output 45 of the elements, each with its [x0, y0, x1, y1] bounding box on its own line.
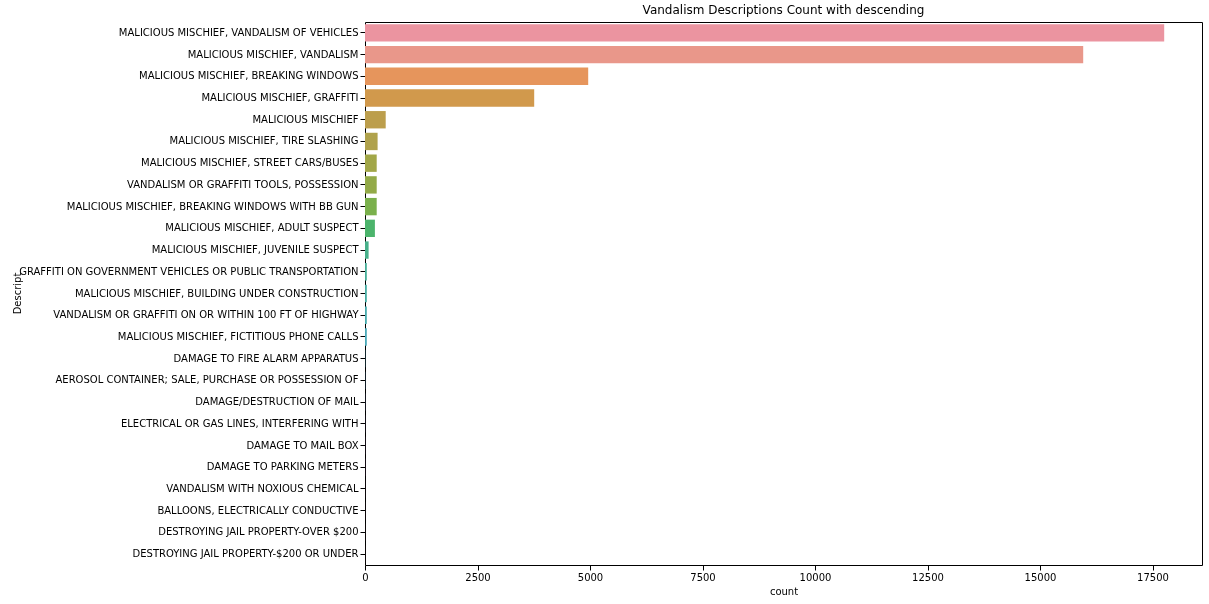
bar [365, 67, 589, 85]
bar [365, 45, 1084, 64]
y-tick-label: DAMAGE TO MAIL BOX [246, 439, 359, 451]
y-tick-label: DAMAGE TO PARKING METERS [206, 461, 359, 473]
x-tick-label: 12500 [912, 571, 944, 583]
y-tick-label: MALICIOUS MISCHIEF, STREET CARS/BUSES [141, 157, 359, 169]
bar [365, 241, 369, 259]
y-tick-label: DAMAGE/DESTRUCTION OF MAIL [195, 396, 359, 408]
bar [365, 24, 1165, 42]
y-tick-label: MALICIOUS MISCHIEF [252, 113, 359, 125]
y-tick-label: MALICIOUS MISCHIEF, VANDALISM OF VEHICLES [118, 26, 359, 38]
x-tick-label: 0 [362, 571, 369, 583]
x-tick-label: 17500 [1137, 571, 1169, 583]
y-tick-label: DESTROYING JAIL PROPERTY-$200 OR UNDER [132, 548, 359, 560]
chart-title: Vandalism Descriptions Count with descending [642, 3, 925, 17]
x-tick-label: 15000 [1024, 571, 1057, 583]
bar [365, 197, 377, 216]
y-tick-label: MALICIOUS MISCHIEF, BREAKING WINDOWS [139, 70, 359, 82]
y-tick-label: ELECTRICAL OR GAS LINES, INTERFERING WITH [120, 417, 359, 429]
x-tick-label: 5000 [577, 571, 604, 583]
y-tick-label: VANDALISM WITH NOXIOUS CHEMICAL [166, 482, 359, 494]
x-tick-label: 7500 [690, 571, 716, 583]
bar [365, 132, 378, 151]
bar [365, 176, 377, 194]
y-tick-label: BALLOONS, ELECTRICALLY CONDUCTIVE [157, 504, 359, 516]
y-tick-label: DAMAGE TO FIRE ALARM APPARATUS [173, 352, 359, 364]
y-tick-label: AEROSOL CONTAINER; SALE, PURCHASE OR POSSESSION OF [55, 374, 359, 386]
x-tick-label: 10000 [799, 571, 832, 583]
y-tick-label: MALICIOUS MISCHIEF, BUILDING UNDER CONSTRUCTION [74, 287, 359, 299]
y-tick-label: MALICIOUS MISCHIEF, GRAFFITI [201, 92, 359, 104]
bar [365, 154, 377, 172]
x-axis-title: count [769, 585, 799, 597]
x-tick-label: 2500 [465, 571, 491, 583]
y-tick-label: VANDALISM OR GRAFFITI TOOLS, POSSESSION [127, 178, 359, 190]
y-tick-label: MALICIOUS MISCHIEF, BREAKING WINDOWS WITH BB GUN [66, 200, 359, 212]
y-tick-label: MALICIOUS MISCHIEF, ADULT SUSPECT [165, 222, 360, 234]
y-tick-label: MALICIOUS MISCHIEF, VANDALISM [187, 48, 359, 60]
y-tick-label: MALICIOUS MISCHIEF, TIRE SLASHING [169, 135, 359, 147]
y-tick-label: MALICIOUS MISCHIEF, FICTITIOUS PHONE CALLS [117, 330, 359, 342]
y-tick-label: DESTROYING JAIL PROPERTY-OVER $200 [158, 526, 359, 538]
bar [365, 219, 375, 238]
y-tick-label: MALICIOUS MISCHIEF, JUVENILE SUSPECT [151, 244, 360, 256]
y-tick-label: VANDALISM OR GRAFFITI ON OR WITHIN 100 FT OF HIGHWAY [53, 309, 360, 321]
bar [365, 111, 386, 129]
bar [365, 89, 535, 107]
